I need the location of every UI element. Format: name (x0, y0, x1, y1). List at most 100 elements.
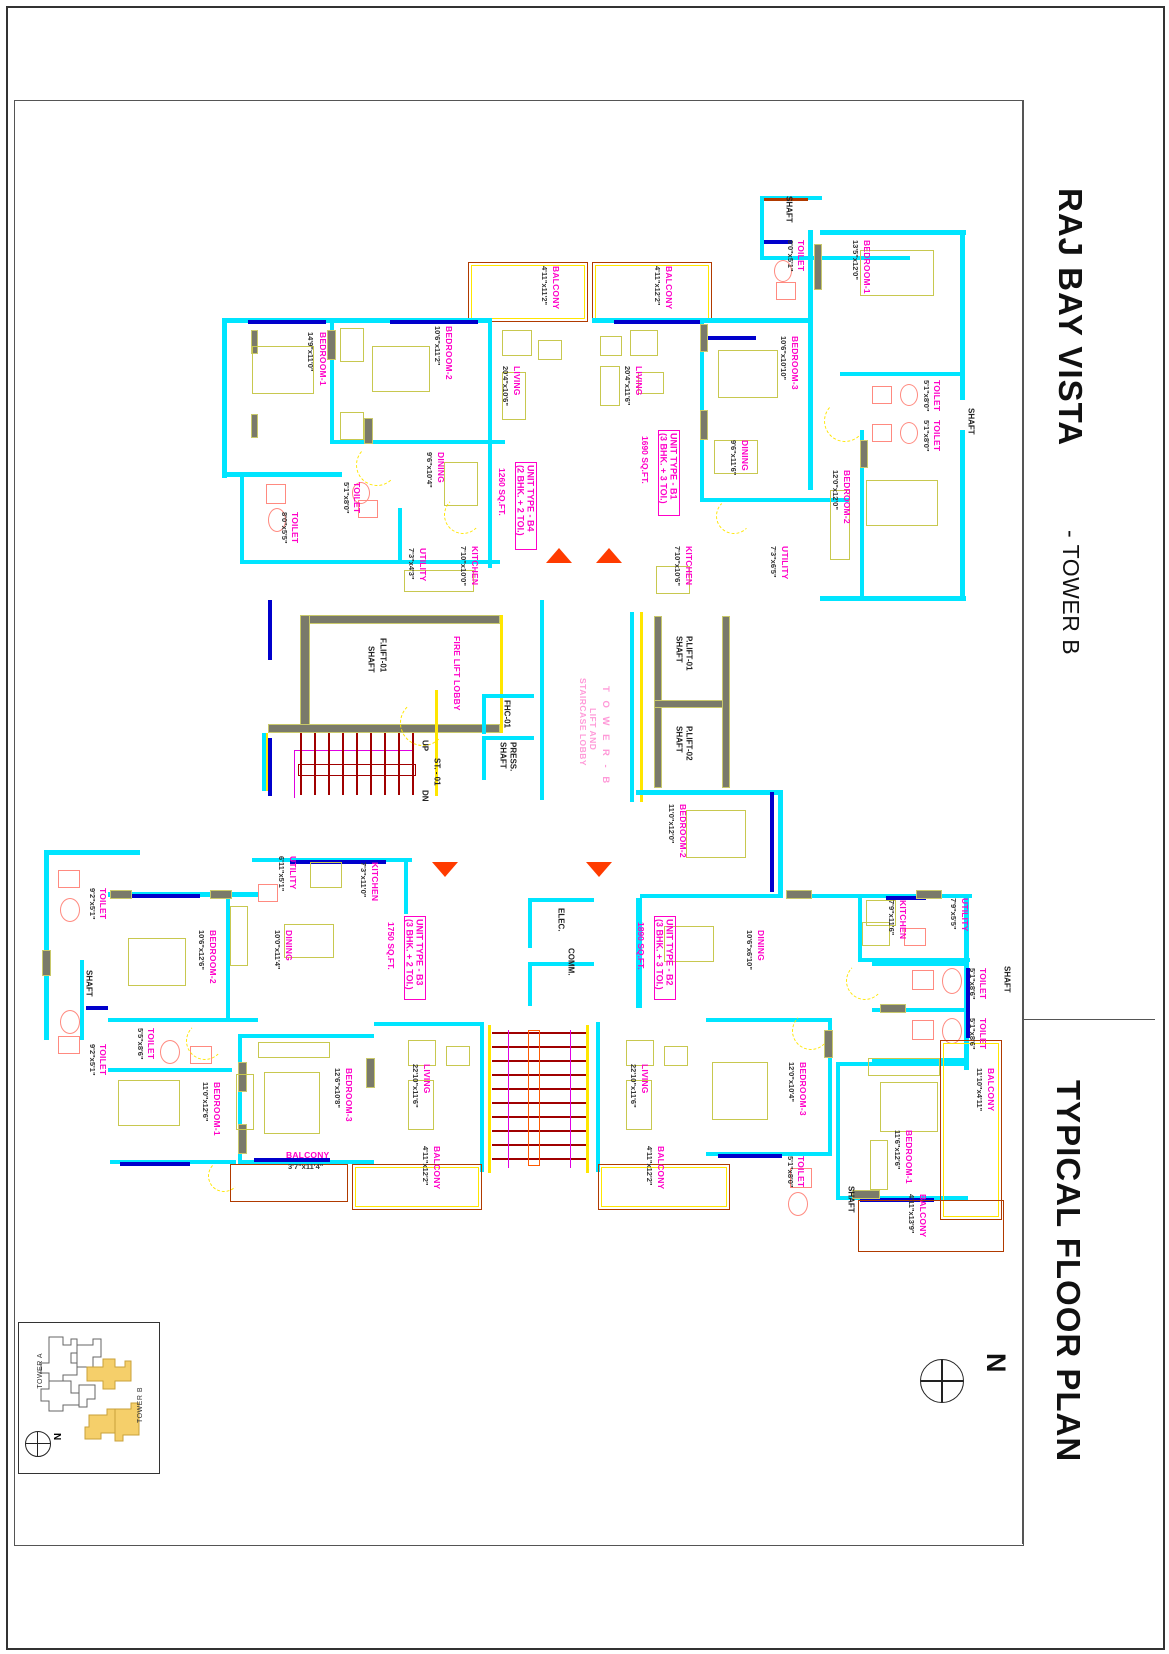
u4-column-3 (327, 330, 336, 360)
u1-utility-dim: 7'3"x6'5" (768, 546, 778, 578)
u1-bedroom3-label: BEDROOM-3 (789, 336, 800, 390)
u3-sofa-b (408, 1080, 434, 1130)
u3-bedroom2-dim: 10'6"x12'6" (196, 930, 206, 970)
core-lobby-label-2: STAIRCASE LOBBY (577, 678, 588, 767)
unit-type-b1-box: UNIT TYPE - B1 (3 BHK. + 3 TOI.) (658, 430, 680, 516)
u4-utility-label: UTILITY (417, 548, 428, 582)
core-stair-outline-rect2 (294, 750, 414, 751)
u2-wall-bed3-r (828, 1018, 832, 1156)
u4-wall-top (222, 318, 492, 323)
u2-wall-bed2-b (640, 894, 782, 898)
u3-kitchen-dim: 7'3"x11'0" (358, 862, 368, 898)
u2-balcony3-outline (858, 1200, 1004, 1252)
core-flift-shaft-label: SHAFT (366, 646, 376, 673)
u3-column-2 (210, 890, 232, 899)
u4-wall-left (222, 318, 227, 478)
u4-toilet-bowl-1 (268, 508, 286, 532)
u3-toilet-bowl-2 (60, 1010, 80, 1034)
u1-wc-top (776, 282, 796, 300)
u4-wardrobe-1 (340, 328, 364, 362)
u2-dining-label: DINING (755, 930, 766, 961)
u3-wall-bed3-l (238, 1034, 242, 1162)
unit-type-b3-area: 1750 SQ.FT. (386, 922, 396, 970)
u3-wall-living-r (480, 1022, 484, 1172)
u4-sofa-2 (502, 372, 526, 420)
u1-kitchen-dim: 7'10"x10'6" (672, 546, 682, 586)
core-plift02-label: P.LIFT-02 (684, 726, 694, 761)
u3-bed-3 (264, 1072, 320, 1134)
u1-bedroom2-dim: 12'0"x12'0" (830, 470, 840, 510)
u4-column-1 (251, 330, 258, 354)
u3-dining-table (284, 924, 334, 958)
u3-toilet2-dim: 5'5"x8'6" (135, 1028, 145, 1060)
u3-wall-shaft (80, 960, 84, 1040)
key-plan-north: N (25, 1431, 62, 1465)
core-lobby-door-arc (400, 700, 446, 746)
u2-column-5 (852, 1190, 880, 1199)
north-arrow: N (920, 1353, 1030, 1435)
u3-toilet-bowl-3 (160, 1040, 180, 1064)
u1-bedroom2-label: BEDROOM-2 (841, 470, 852, 524)
u4-wc-2 (358, 500, 378, 518)
u2-kitchen-counter2 (862, 922, 890, 946)
u2-column-1 (786, 890, 812, 899)
u2-sofa-c (664, 1046, 688, 1066)
u3-column-4 (238, 1062, 247, 1092)
key-plan-north-letter: N (51, 1433, 62, 1441)
u3-toilet1-dim: 9'2"x5'1" (87, 888, 97, 920)
u2-door-arc-1 (846, 962, 884, 1000)
u2-balcony1-outline (598, 1164, 730, 1210)
u4-bed-2 (372, 346, 430, 392)
u4-sofa-3 (538, 340, 562, 360)
u3-wc-1 (58, 870, 80, 888)
u4-toilet1-label: TOILET (289, 512, 300, 544)
u4-door-arc-2 (444, 496, 482, 534)
u1-toilet3-dim: 5'1"x8'0" (921, 420, 931, 452)
comm-label: COMM. (566, 948, 576, 976)
u3-wall-bed3-t (238, 1034, 374, 1038)
u1-toilet1-dim: 8'0"x5'1" (785, 240, 795, 272)
tower-subtitle: - TOWER B (1058, 530, 1084, 656)
u1-bed-1 (860, 250, 934, 296)
u4-door-arc-1 (356, 444, 398, 486)
sheet-border-outer (6, 6, 1165, 1650)
u3-sofa-c (446, 1046, 470, 1066)
u1-balcony-inner (595, 265, 709, 319)
u3-toilet3-label: TOILET (97, 1044, 108, 1076)
u2-sofa-b (626, 1080, 652, 1130)
u4-living-label: LIVING (511, 366, 522, 396)
u4-kitchen-dim: 7'10"x10'0" (458, 546, 468, 586)
core-flift-wall-top (300, 615, 500, 624)
u3-bedroom1-dim: 11'0"x12'6" (200, 1082, 210, 1122)
u2-wall-dining-t (636, 898, 642, 1008)
u3-kitchen-label: KITCHEN (369, 862, 380, 902)
u3-wardrobe-b3 (258, 1042, 330, 1058)
core-plift02-shaft-label: SHAFT (674, 726, 684, 753)
u3-window-bed1b (120, 1162, 190, 1166)
unit-type-b2-name: UNIT TYPE - B2 (664, 919, 675, 986)
u1-living-dim: 20'4"x11'6" (622, 366, 632, 406)
core-flift-wall-left (300, 615, 310, 725)
u4-toilet2-label: TOILET (351, 482, 362, 514)
u3-balcony1-label: BALCONY (286, 1150, 330, 1160)
u4-balcony-inner (471, 265, 585, 319)
u2-wall-kitchen-t (786, 894, 972, 898)
u2-balcony2-label: BALCONY (985, 1068, 996, 1112)
u4-utility-dim: 7'3"x4'3" (406, 548, 416, 580)
core-press-wall (482, 736, 534, 740)
u1-column-2 (814, 244, 822, 290)
u2-utility-label: UTILITY (959, 898, 970, 932)
u4-bedroom1-dim: 14'9"x11'0" (305, 332, 315, 372)
u2-dining-table (664, 926, 714, 962)
u2-utility-dim: 7'9"x5'5" (948, 898, 958, 930)
u2-living-label: LIVING (639, 1064, 650, 1094)
u4-wall-kitchen-v (398, 508, 402, 564)
u4-bedroom2-dim: 10'6"x11'2" (432, 326, 442, 366)
u2-shaft2-label: SHAFT (846, 1186, 856, 1213)
unit-type-b3-box: UNIT TYPE - B3 (3 BHK. + 2 TOI.) (404, 916, 426, 1000)
u2-kitchen-counter (866, 900, 896, 926)
u2-wall-bed1-t (836, 1062, 968, 1066)
u4-column-2 (251, 414, 258, 438)
core-stair-window-2 (268, 738, 272, 796)
u1-bedroom1-dim: 13'5"x12'0" (850, 240, 860, 280)
